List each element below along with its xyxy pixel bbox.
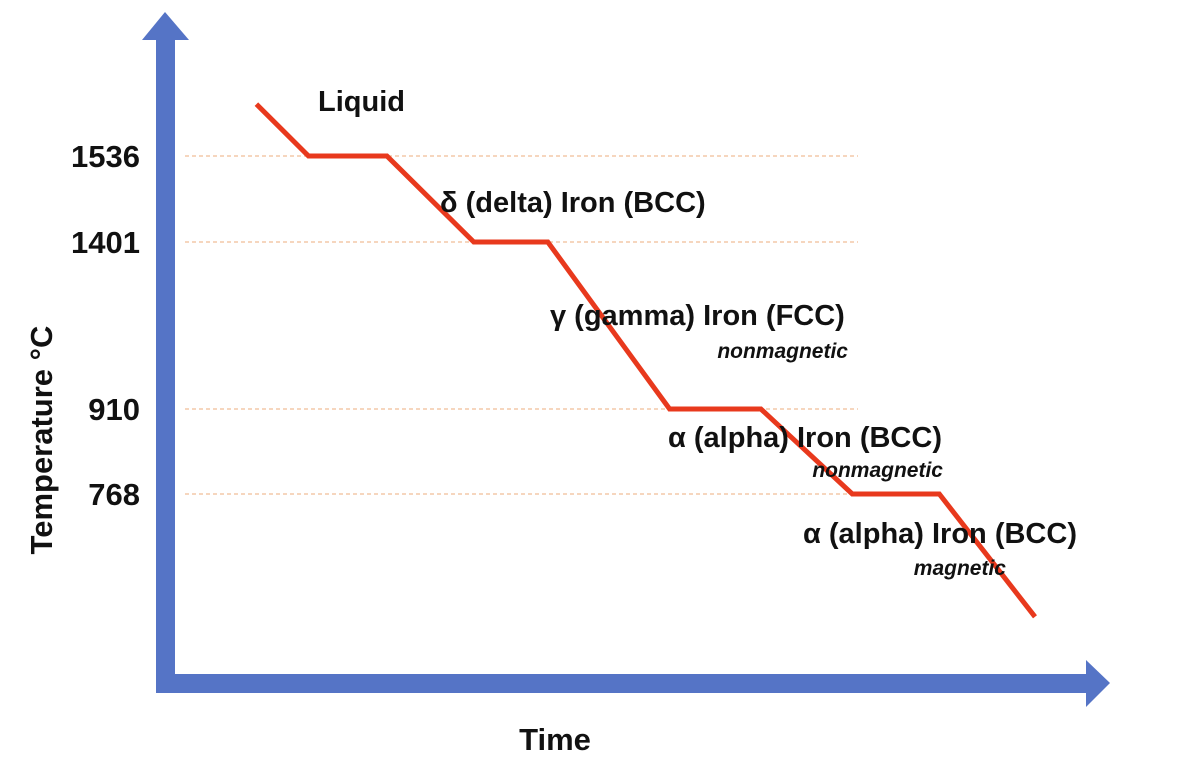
phase-label: α (alpha) Iron (BCC) — [668, 422, 942, 454]
phase-label: γ (gamma) Iron (FCC) — [550, 300, 845, 332]
phase-label: Liquid — [318, 86, 405, 118]
phase-magnetism-note: nonmagnetic — [717, 340, 848, 363]
x-axis-line — [156, 674, 1088, 693]
y-tick-label: 768 — [88, 477, 140, 512]
axes — [142, 12, 1110, 707]
y-tick-label: 910 — [88, 392, 140, 427]
x-axis-arrowhead — [1086, 660, 1110, 707]
y-tick-label: 1401 — [71, 225, 140, 260]
phase-label: α (alpha) Iron (BCC) — [803, 518, 1077, 550]
cooling-curve-line — [254, 102, 1037, 619]
temperature-guide-lines — [185, 155, 858, 495]
cooling-curve — [254, 102, 1037, 619]
phase-labels: Liquid δ (delta) Iron (BCC) γ (gamma) Iron… — [318, 86, 1077, 580]
y-axis-title: Temperature °C — [24, 326, 59, 555]
x-axis-title: Time — [519, 722, 591, 757]
phase-magnetism-note: magnetic — [914, 557, 1007, 580]
y-axis-line — [156, 40, 175, 692]
y-tick-label: 1536 — [71, 139, 140, 174]
phase-magnetism-note: nonmagnetic — [812, 459, 943, 482]
y-tick-labels: 1536 1401 910 768 — [71, 139, 140, 512]
y-axis-arrowhead — [142, 12, 189, 40]
phase-label: δ (delta) Iron (BCC) — [440, 187, 706, 219]
